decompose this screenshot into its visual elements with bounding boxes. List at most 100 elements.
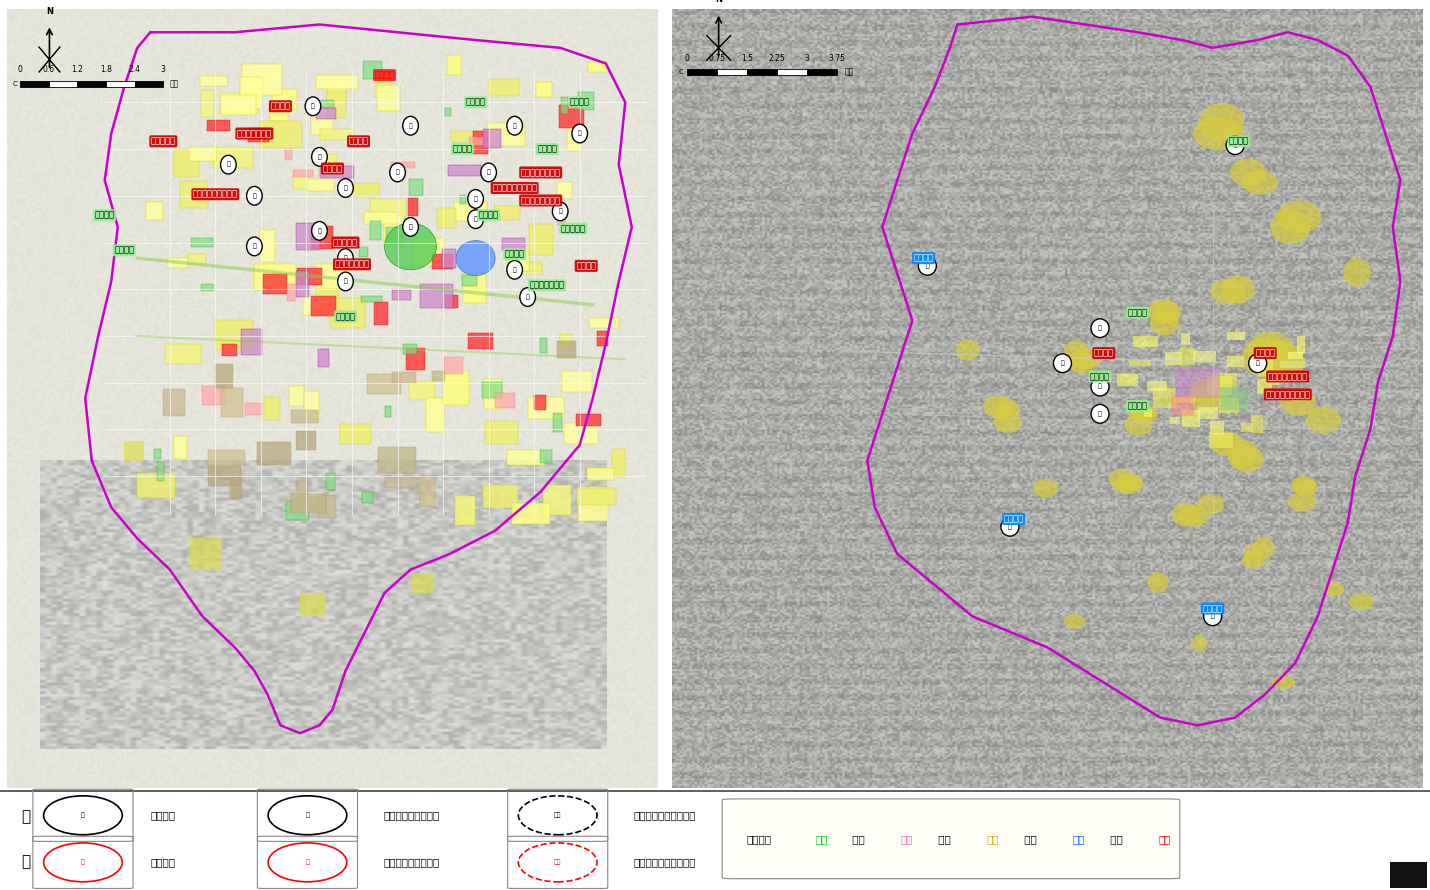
Bar	[202, 91, 214, 117]
Ellipse shape	[1210, 279, 1246, 304]
Bar	[443, 357, 463, 374]
Bar	[1297, 336, 1306, 353]
Ellipse shape	[1271, 676, 1296, 689]
Bar	[124, 441, 144, 461]
Bar	[409, 381, 435, 400]
Ellipse shape	[1153, 301, 1181, 324]
Text: 小: 小	[1098, 411, 1103, 417]
Bar	[596, 331, 608, 346]
Bar	[502, 238, 525, 250]
Bar	[408, 198, 418, 216]
Text: 3: 3	[805, 53, 809, 62]
Bar	[260, 121, 303, 148]
Bar	[455, 496, 475, 525]
Bar	[1210, 421, 1224, 435]
Text: C: C	[679, 69, 684, 75]
Bar	[362, 492, 373, 503]
Ellipse shape	[1032, 479, 1058, 498]
Bar	[316, 75, 358, 90]
Bar	[1251, 415, 1263, 433]
Bar	[508, 449, 543, 465]
Circle shape	[468, 190, 483, 208]
Bar	[432, 371, 445, 381]
Bar	[213, 148, 253, 168]
Bar	[240, 328, 262, 355]
Ellipse shape	[1248, 331, 1293, 372]
Bar	[270, 105, 289, 121]
Bar	[541, 338, 548, 352]
Bar	[1227, 356, 1244, 367]
Bar	[340, 424, 370, 444]
Bar	[242, 64, 282, 95]
Text: 苏孟小学: 苏孟小学	[336, 312, 356, 321]
Bar	[432, 255, 453, 269]
Text: 小: 小	[312, 103, 315, 109]
Text: 东苑小学东里校区: 东苑小学东里校区	[521, 196, 561, 205]
Circle shape	[1248, 354, 1267, 373]
Bar	[385, 215, 403, 247]
Text: 丹溪二小: 丹溪二小	[349, 137, 369, 146]
Bar	[146, 201, 163, 220]
Text: 炎正书院: 炎正书院	[1256, 349, 1276, 358]
Bar	[578, 489, 615, 505]
Bar	[310, 226, 333, 249]
Text: 现状十二年一贯制学校: 现状十二年一贯制学校	[633, 810, 696, 821]
Ellipse shape	[385, 223, 436, 270]
Text: 黄色: 黄色	[987, 834, 1000, 844]
Text: 3: 3	[160, 65, 166, 74]
Bar	[49, 80, 77, 86]
Text: 十二: 十二	[553, 813, 562, 818]
Text: N: N	[46, 7, 53, 16]
Text: 0.6: 0.6	[43, 65, 54, 74]
Text: 绿色: 绿色	[815, 834, 828, 844]
Text: 小: 小	[343, 255, 347, 261]
Bar	[154, 449, 162, 459]
Bar	[249, 128, 269, 142]
Ellipse shape	[1193, 117, 1244, 150]
Bar	[485, 379, 502, 409]
Bar	[392, 372, 416, 384]
Bar	[558, 208, 565, 225]
Bar	[222, 387, 243, 417]
Bar	[1133, 336, 1158, 347]
Bar	[442, 248, 456, 268]
Circle shape	[506, 117, 522, 135]
Bar	[589, 318, 619, 328]
Ellipse shape	[1150, 311, 1180, 336]
Bar	[409, 179, 423, 196]
Text: 小: 小	[578, 131, 582, 136]
Text: 改造: 改造	[1021, 834, 1037, 844]
Bar	[443, 371, 469, 405]
Circle shape	[480, 163, 496, 182]
Bar	[316, 108, 336, 119]
Text: 十二: 十二	[553, 860, 562, 865]
Ellipse shape	[1148, 299, 1178, 323]
Text: N: N	[715, 0, 722, 4]
Ellipse shape	[1254, 340, 1304, 384]
Bar	[495, 392, 515, 409]
Bar	[157, 462, 163, 481]
Ellipse shape	[1108, 469, 1133, 490]
Bar	[305, 391, 319, 420]
Text: 小: 小	[396, 170, 399, 175]
Bar	[436, 208, 456, 228]
Bar	[370, 221, 382, 240]
Text: 小: 小	[317, 228, 322, 234]
Bar	[1213, 373, 1237, 388]
Ellipse shape	[1171, 503, 1200, 526]
Bar	[312, 103, 333, 135]
Bar	[518, 264, 542, 274]
Bar	[202, 386, 226, 405]
Bar	[375, 71, 390, 97]
Bar	[485, 421, 518, 444]
Bar	[469, 137, 483, 145]
Bar	[272, 89, 297, 109]
Bar	[1210, 433, 1233, 448]
Circle shape	[312, 222, 327, 240]
Bar	[1227, 332, 1246, 340]
Bar	[778, 69, 807, 75]
Ellipse shape	[1348, 594, 1374, 610]
Bar	[386, 227, 403, 245]
Text: 望道小学: 望道小学	[114, 246, 134, 255]
Bar	[455, 202, 488, 221]
